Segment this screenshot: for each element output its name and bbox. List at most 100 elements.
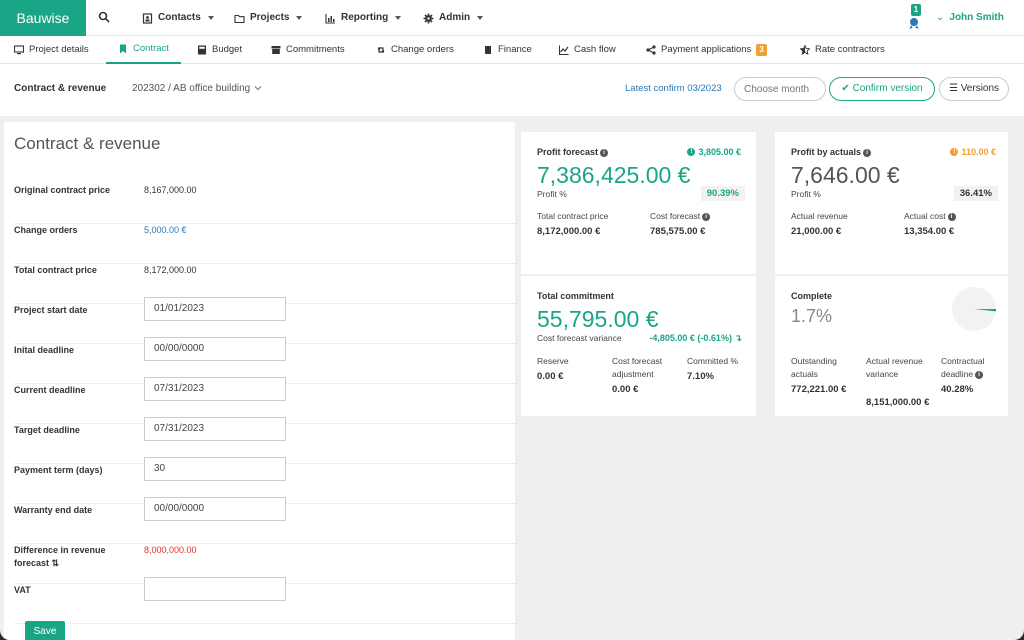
total-commitment-value: 55,795.00 € xyxy=(537,306,659,332)
brand-logo[interactable]: Bauwise xyxy=(0,0,86,36)
info-icon[interactable]: i xyxy=(947,212,956,221)
latest-confirm-link[interactable]: Latest confirm 03/2023 xyxy=(625,83,722,94)
menu-projects[interactable]: Projects xyxy=(234,0,303,36)
confirm-version-button[interactable]: ✔ Confirm version xyxy=(829,77,935,101)
panel-title: Contract & revenue xyxy=(14,134,161,153)
stat-label: Actual revenue variance xyxy=(866,356,923,379)
chevron-down-icon xyxy=(296,16,303,20)
menu-admin-label: Admin xyxy=(439,12,471,23)
stat-value: 785,575.00 € xyxy=(650,226,706,237)
menu-contacts-label: Contacts xyxy=(158,12,201,23)
tab-badge: 3 xyxy=(756,44,767,56)
contract-form-panel: Contract & revenue Original contract pri… xyxy=(4,122,517,640)
line-chart-icon xyxy=(559,45,569,55)
chevron-down-icon xyxy=(477,16,484,20)
sort-arrows-icon: ⇅ xyxy=(51,558,60,568)
project-select[interactable]: 202302 / AB office building xyxy=(132,83,251,94)
difference-label-text: Difference in revenue forecast xyxy=(14,545,106,568)
initial-deadline-field[interactable]: 00/00/0000 xyxy=(144,337,286,361)
search-icon[interactable] xyxy=(98,11,110,23)
tab-contract[interactable]: Contract xyxy=(106,36,181,64)
chevron-down-icon: ⌄ xyxy=(936,12,945,23)
save-button[interactable]: Save xyxy=(25,621,65,640)
versions-label: Versions xyxy=(960,83,1000,94)
stat-label: Actual cost i xyxy=(904,210,956,223)
tab-label: Project details xyxy=(29,44,89,55)
card-title-text: Profit forecast xyxy=(537,147,599,157)
tab-label: Contract xyxy=(133,43,169,54)
tab-change-orders[interactable]: Change orders xyxy=(376,36,454,64)
card-title: Profit by actuals i xyxy=(791,147,872,157)
tab-payment-applications[interactable]: Payment applications 3 xyxy=(646,36,767,64)
payment-term-field[interactable]: 30 xyxy=(144,457,286,481)
chevron-down-icon xyxy=(395,16,402,20)
tab-label: Budget xyxy=(212,44,243,55)
profit-pct-label: Profit % xyxy=(791,189,821,199)
field-label: Change orders xyxy=(14,225,78,235)
stat-label-text: Actual cost xyxy=(904,211,946,221)
difference-revenue-value: 8,000,000.00 xyxy=(144,545,197,555)
variance-value-text: -4,805.00 € (-0.61%) xyxy=(649,333,732,343)
delta-value: 110.00 € xyxy=(961,147,996,157)
field-label: Inital deadline xyxy=(14,345,75,355)
tab-finance[interactable]: Finance xyxy=(483,36,532,64)
book-icon xyxy=(484,46,491,54)
tab-label: Change orders xyxy=(391,44,454,55)
share-icon xyxy=(646,45,656,55)
stat-value: 0.00 € xyxy=(612,384,639,395)
user-name: John Smith xyxy=(949,12,1004,23)
calculator-icon xyxy=(198,45,206,55)
form-row: VAT xyxy=(14,577,517,624)
versions-button[interactable]: ☰ Versions xyxy=(939,77,1009,101)
original-contract-price-value: 8,167,000.00 xyxy=(144,185,197,195)
award-icon[interactable] xyxy=(905,4,923,30)
variance-label: Cost forecast variance xyxy=(537,333,622,343)
tab-label: Rate contractors xyxy=(815,44,885,55)
retweet-icon xyxy=(377,47,385,53)
current-deadline-field[interactable]: 07/31/2023 xyxy=(144,377,286,401)
archive-icon xyxy=(271,46,281,54)
bar-chart-icon xyxy=(325,13,335,24)
change-orders-link[interactable]: 5,000.00 € xyxy=(144,225,187,235)
stat-label: Cost forecast adjustment xyxy=(612,356,663,379)
tab-commitments[interactable]: Commitments xyxy=(271,36,345,64)
stat-label-text: Cost forecast xyxy=(650,211,701,221)
info-icon[interactable]: i xyxy=(975,370,984,379)
target-deadline-field[interactable]: 07/31/2023 xyxy=(144,417,286,441)
stat-value: 772,221.00 € xyxy=(791,384,847,395)
warranty-end-date-field[interactable]: 00/00/0000 xyxy=(144,497,286,521)
stat-value: 0.00 € xyxy=(537,371,564,382)
variance-value: -4,805.00 € (-0.61%) ↴ xyxy=(649,332,742,345)
menu-reporting-label: Reporting xyxy=(341,12,389,23)
tab-project-details[interactable]: Project details xyxy=(14,36,89,64)
chevron-down-icon[interactable] xyxy=(254,84,262,92)
menu-reporting[interactable]: Reporting xyxy=(325,0,402,36)
folder-icon xyxy=(234,14,245,23)
tab-budget[interactable]: Budget xyxy=(197,36,242,64)
stat-value: 13,354.00 € xyxy=(904,226,955,237)
top-navbar: Bauwise Contacts Projects Reporting Admi… xyxy=(0,0,1024,36)
profit-pct-value: 36.41% xyxy=(953,186,998,201)
info-icon[interactable]: i xyxy=(600,148,609,157)
project-start-date-field[interactable]: 01/01/2023 xyxy=(144,297,286,321)
stat-value: 40.28% xyxy=(941,384,974,395)
tab-rate-contractors[interactable]: Rate contractors xyxy=(800,36,885,64)
menu-admin[interactable]: Admin xyxy=(423,0,484,36)
gear-icon xyxy=(423,13,434,23)
info-icon[interactable]: i xyxy=(702,212,711,221)
contacts-icon xyxy=(142,12,153,24)
stat-label-text: Contractual deadline xyxy=(941,356,985,379)
info-icon[interactable]: i xyxy=(863,148,872,157)
month-picker-input[interactable] xyxy=(734,77,826,101)
user-menu[interactable]: ⌄ John Smith xyxy=(936,0,1004,36)
field-label: Target deadline xyxy=(14,425,80,435)
field-label: Original contract price xyxy=(14,185,111,195)
tab-cash-flow[interactable]: Cash flow xyxy=(559,36,616,64)
vat-field[interactable] xyxy=(144,577,286,601)
monitor-icon xyxy=(14,45,24,55)
form-row: Change orders 5,000.00 € xyxy=(14,224,517,264)
card-title: Profit forecast i xyxy=(537,147,609,157)
menu-contacts[interactable]: Contacts xyxy=(142,0,214,36)
stat-label: Total contract price xyxy=(537,211,609,221)
